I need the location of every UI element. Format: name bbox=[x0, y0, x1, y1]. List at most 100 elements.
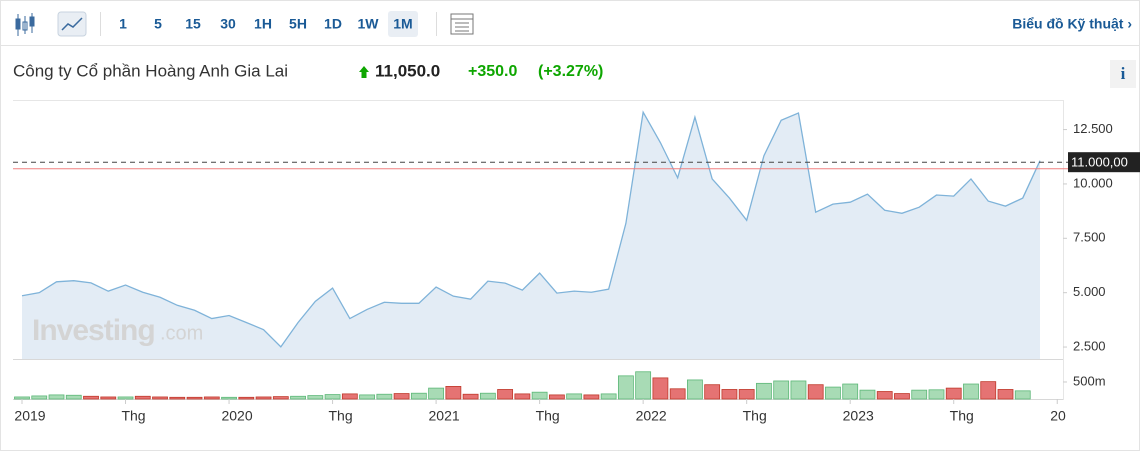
change: +350.0 bbox=[468, 63, 517, 80]
volume-bar bbox=[807, 384, 824, 400]
change-pct: (+3.27%) bbox=[538, 63, 603, 80]
volume-bar bbox=[652, 377, 669, 400]
y-tick-label: 12.500 bbox=[1073, 121, 1113, 136]
volume-bar bbox=[583, 394, 600, 400]
volume-bar bbox=[635, 371, 652, 400]
volume-bar bbox=[376, 393, 393, 400]
volume-bar bbox=[894, 393, 910, 400]
x-tick-label: 2021 bbox=[429, 408, 460, 424]
volume-bar bbox=[341, 393, 358, 400]
volume-bar bbox=[255, 396, 272, 400]
volume-bar bbox=[307, 395, 324, 400]
x-tick-label: 2023 bbox=[843, 408, 874, 424]
line-icon[interactable] bbox=[57, 11, 87, 37]
x-tick-label: Thg bbox=[536, 408, 560, 424]
volume-bar bbox=[238, 396, 255, 400]
volume-bar bbox=[1014, 390, 1031, 400]
volume-bar bbox=[963, 383, 979, 400]
y-tick-label: 2.500 bbox=[1073, 338, 1106, 353]
volume-bar bbox=[531, 391, 548, 400]
volume-bar bbox=[117, 396, 134, 400]
volume-bar bbox=[48, 394, 65, 400]
interval-button[interactable]: 1H bbox=[254, 16, 272, 32]
x-tick-label: Thg bbox=[743, 408, 767, 424]
volume-bar bbox=[410, 392, 427, 400]
candle-icon[interactable] bbox=[15, 13, 35, 36]
interval-button[interactable]: 30 bbox=[220, 16, 236, 32]
volume-bar bbox=[721, 389, 738, 400]
volume-bar bbox=[290, 395, 306, 400]
volume-bar bbox=[169, 396, 186, 400]
current-price-tag bbox=[1068, 152, 1140, 173]
volume-bar bbox=[911, 389, 928, 400]
price: 11,050.0 bbox=[375, 61, 440, 80]
watermark-brand: Investing bbox=[32, 314, 155, 347]
interval-button[interactable]: 1M bbox=[393, 16, 412, 32]
volume-bar bbox=[738, 389, 755, 400]
volume-bar bbox=[825, 386, 841, 400]
x-tick-label: Thg bbox=[121, 408, 145, 424]
volume-bar bbox=[462, 393, 479, 400]
volume-tick-label: 500m bbox=[1073, 373, 1106, 388]
interval-button[interactable]: 5 bbox=[154, 16, 162, 32]
volume-bar bbox=[359, 394, 375, 400]
area-fill bbox=[22, 112, 1040, 359]
volume-bar bbox=[980, 381, 997, 400]
volume-bar bbox=[186, 396, 203, 400]
volume-bar bbox=[203, 396, 220, 400]
x-tick-label: 2022 bbox=[636, 408, 667, 424]
interval-button[interactable]: 15 bbox=[185, 16, 201, 32]
volume-bar bbox=[445, 386, 462, 400]
volume-bar bbox=[14, 396, 30, 400]
volume-bar bbox=[928, 389, 945, 400]
volume-bar bbox=[704, 384, 721, 400]
technical-chart-link[interactable]: Biểu đồ Kỹ thuật › bbox=[1012, 16, 1132, 32]
volume-bar bbox=[393, 393, 410, 400]
instrument-name: Công ty Cổ phần Hoàng Anh Gia Lai bbox=[13, 61, 288, 80]
info-button[interactable]: i bbox=[1121, 64, 1126, 83]
volume-bar bbox=[221, 396, 237, 400]
volume-bar bbox=[842, 383, 859, 400]
volume-bar bbox=[997, 389, 1014, 400]
volume-bar bbox=[497, 389, 514, 400]
watermark-suffix: .com bbox=[160, 322, 203, 344]
volume-bar bbox=[428, 387, 445, 400]
volume-bar bbox=[773, 380, 790, 400]
volume-bar bbox=[152, 396, 168, 400]
volume-bar bbox=[272, 396, 289, 400]
info-button-bg[interactable] bbox=[1110, 60, 1136, 88]
volume-bar bbox=[859, 389, 876, 400]
volume-bar bbox=[945, 387, 962, 400]
x-tick-label: 2019 bbox=[14, 408, 45, 424]
table-icon[interactable] bbox=[450, 13, 474, 35]
interval-button[interactable]: 1 bbox=[119, 16, 127, 32]
current-price-label: 11.000,00 bbox=[1071, 155, 1128, 170]
y-tick-label: 10.000 bbox=[1073, 175, 1113, 190]
up-arrow bbox=[359, 66, 369, 78]
volume-bar bbox=[566, 393, 583, 400]
interval-button[interactable]: 5H bbox=[289, 16, 307, 32]
volume-bar bbox=[548, 394, 565, 400]
active-interval-bg bbox=[388, 11, 418, 37]
x-tick-label: 20 bbox=[1050, 408, 1066, 424]
price-line bbox=[21, 110, 1041, 348]
volume-bar bbox=[100, 396, 117, 400]
volume-bar bbox=[479, 392, 496, 400]
volume-bar bbox=[83, 395, 99, 400]
y-tick-label: 7.500 bbox=[1073, 230, 1106, 245]
volume-bar bbox=[324, 394, 341, 400]
volume-bar bbox=[600, 393, 617, 400]
y-tick-label: 5.000 bbox=[1073, 284, 1106, 299]
x-tick-label: 2020 bbox=[221, 408, 252, 424]
x-tick-label: Thg bbox=[329, 408, 353, 424]
interval-button[interactable]: 1D bbox=[324, 16, 342, 32]
interval-button[interactable]: 1W bbox=[358, 16, 380, 32]
volume-bar bbox=[617, 375, 634, 400]
volume-bar bbox=[687, 379, 703, 400]
volume-bar bbox=[669, 388, 686, 400]
volume-bar bbox=[31, 395, 48, 400]
volume-bar bbox=[756, 382, 772, 400]
volume-bar bbox=[65, 394, 82, 400]
